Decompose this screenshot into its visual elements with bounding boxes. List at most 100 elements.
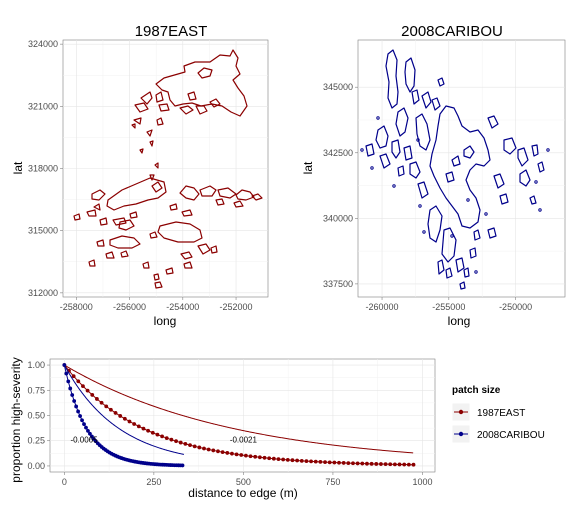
data-point — [388, 462, 393, 467]
tick-labels-1987east: -258000 -256000 -254000 -252000 312000 315000… — [28, 39, 253, 312]
y-tick-label-1987east: 318000 — [28, 164, 58, 174]
burn-patch-outline — [118, 219, 135, 231]
y-axis-title-2008caribou: lat — [301, 161, 315, 174]
burn-patch-outline — [427, 205, 443, 243]
burn-patch-outline — [165, 267, 174, 275]
burn-patch-outline — [403, 145, 413, 161]
burn-patch-outline — [455, 257, 465, 273]
data-point — [318, 460, 323, 464]
burn-patch-dot — [360, 148, 364, 152]
data-point — [234, 452, 239, 457]
burn-patch-outline — [451, 155, 461, 167]
burn-patch-outline — [493, 173, 505, 189]
y-tick-label-decay: 0.50 — [27, 411, 45, 421]
y-tick-label-2008caribou: 345000 — [323, 82, 353, 92]
data-point — [295, 458, 300, 463]
burn-patch-outline — [105, 251, 115, 259]
data-point — [76, 379, 81, 384]
burn-patch-outline — [409, 161, 421, 179]
burn-patch-outline — [131, 123, 136, 129]
data-point — [136, 424, 141, 429]
plot-area-2008caribou — [357, 39, 566, 298]
burn-patch-outline — [149, 231, 158, 239]
data-point — [276, 457, 281, 461]
burn-patch-outline — [379, 153, 391, 169]
data-point — [66, 379, 71, 384]
y-tick-label-2008caribou: 342500 — [323, 148, 353, 158]
burn-patch-dot — [370, 166, 374, 170]
legend-key-point — [458, 409, 464, 415]
rate-annotation: -0.0021 — [230, 436, 258, 445]
decay-annotations: -0.0065 -0.0021 — [70, 436, 257, 445]
y-axis-title-decay: proportion high-severity — [9, 357, 23, 482]
burn-patch-outline — [459, 281, 466, 290]
data-point — [68, 386, 73, 391]
x-tick-label-2008caribou: -250000 — [499, 302, 532, 312]
data-point — [383, 462, 388, 467]
burn-patch-outline — [415, 113, 431, 151]
decay-series — [62, 363, 416, 468]
map-panel-2008caribou: 2008CARIBOU -260000 -255000 -250000 337500 3… — [301, 23, 566, 328]
data-point — [332, 460, 337, 465]
map-panel-1987east: 1987EAST -258000 -256000 -254000 -252000 312… — [11, 23, 269, 328]
data-point — [197, 445, 202, 450]
burn-patch-outline — [487, 227, 497, 239]
data-point — [271, 456, 276, 461]
burn-patch-outline — [86, 209, 97, 217]
data-point — [71, 374, 76, 379]
data-point — [164, 436, 169, 440]
burn-patch-outline — [469, 247, 477, 259]
burn-patch-outline — [134, 102, 149, 113]
burn-patch-outline — [209, 98, 221, 108]
rate-annotation: -0.0065 — [70, 436, 98, 445]
data-point — [346, 461, 351, 465]
data-point — [411, 462, 416, 467]
data-point — [290, 458, 295, 463]
burn-patch-outline — [96, 239, 105, 247]
burn-patch-outline — [537, 161, 545, 173]
burn-patch-outline — [151, 181, 163, 193]
burn-patch-outline — [140, 91, 153, 105]
burn-patch-outline — [99, 217, 108, 226]
burn-patch-outline — [251, 193, 263, 201]
burn-patch-dot — [474, 270, 478, 274]
data-point — [62, 363, 67, 367]
data-point — [244, 453, 248, 458]
burn-patches-1987east — [73, 49, 263, 289]
data-point — [118, 414, 123, 418]
data-point — [285, 457, 290, 462]
burn-patch-outline — [197, 243, 211, 255]
data-point — [248, 454, 253, 459]
burn-patch-dot — [376, 116, 380, 120]
x-tick-label-1987east: -258000 — [60, 302, 93, 312]
tick-labels-2008caribou: -260000 -255000 -250000 337500 340000 342500 3… — [323, 82, 532, 312]
burn-patch-outline — [181, 209, 193, 217]
data-point — [379, 462, 383, 466]
data-point — [76, 409, 81, 414]
data-point — [122, 416, 127, 421]
data-point — [281, 457, 286, 462]
legend-item-1987east: 1987EAST — [451, 402, 525, 422]
y-tick-label-1987east: 312000 — [28, 288, 58, 298]
burn-patch-outline — [112, 217, 127, 226]
observed-line-1987east — [63, 364, 414, 466]
legend-items: 1987EAST 2008CARIBOU — [451, 402, 545, 444]
data-point — [369, 461, 374, 466]
legend-key-point — [458, 431, 464, 437]
data-point — [84, 425, 88, 430]
y-tick-label-decay: 0.25 — [27, 436, 45, 446]
burn-patch-dot — [534, 180, 538, 184]
burn-patch-outline — [197, 67, 213, 79]
burn-patch-dot — [422, 230, 426, 234]
burn-patch-outline — [404, 57, 416, 93]
data-point — [113, 411, 118, 415]
burn-patch-outline — [142, 261, 150, 269]
data-point — [225, 451, 230, 455]
data-point — [74, 404, 79, 409]
data-point — [80, 418, 84, 423]
burn-patch-outline — [154, 162, 159, 169]
data-point — [183, 442, 188, 446]
burn-patch-outline — [153, 273, 160, 281]
burn-patch-outline — [517, 147, 529, 167]
burn-patch-outline — [93, 203, 101, 211]
